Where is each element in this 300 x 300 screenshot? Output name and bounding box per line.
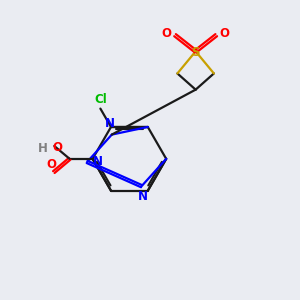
Text: O: O	[161, 27, 172, 40]
Text: N: N	[92, 155, 103, 169]
Text: N: N	[138, 190, 148, 203]
Text: H: H	[38, 142, 48, 155]
Text: O: O	[220, 27, 230, 40]
Text: O: O	[46, 158, 56, 171]
Text: Cl: Cl	[94, 93, 107, 106]
Text: N: N	[105, 118, 115, 130]
Text: O: O	[52, 141, 62, 154]
Text: S: S	[191, 46, 200, 59]
